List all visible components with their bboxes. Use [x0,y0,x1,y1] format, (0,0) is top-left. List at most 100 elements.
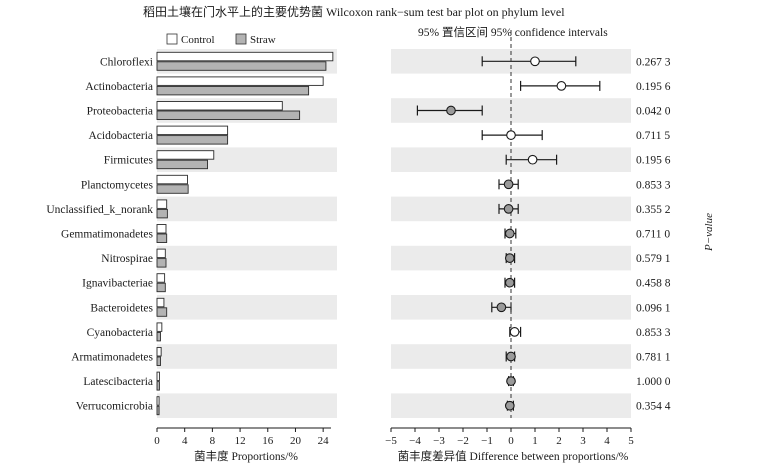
mean-difference-point [556,81,567,91]
mean-difference-point [503,179,514,190]
bar-control [156,273,166,283]
mean-difference-point [506,130,516,140]
legend: Control Straw [166,33,276,46]
p-value: 0.042 0 [636,106,671,118]
mean-difference-point [504,228,515,239]
bar-straw [156,135,229,145]
bar-straw [156,356,161,366]
category-label: Planctomycetes [81,179,154,191]
p-value: 0.853 3 [636,327,671,339]
proportions-axis-label: 菌丰度 Proportions/% [194,449,298,463]
p-value: 0.853 3 [636,179,671,191]
p-value-axis-label: P−value [703,213,715,252]
p-value: 0.354 4 [636,401,671,413]
p-value: 0.195 6 [636,81,671,93]
mean-difference-point [504,277,515,288]
difference-tick-label: −2 [457,435,469,447]
row-shade-left [157,196,337,222]
proportions-tick-label: 8 [210,435,216,447]
category-label: Proteobacteria [87,106,153,118]
p-value: 0.096 1 [636,302,671,314]
category-label: Actinobacteria [85,81,153,93]
bar-control [156,174,188,185]
proportions-tick-label: 24 [318,435,330,447]
bar-control [156,371,160,382]
bar-control [156,396,160,406]
proportions-tick-label: 12 [235,435,246,447]
bar-straw [156,159,208,170]
category-label: Armatimonadetes [71,352,153,364]
difference-tick-label: 2 [556,435,562,447]
p-value: 0.355 2 [636,204,671,216]
mean-difference-point [504,400,515,411]
category-label: Chloroflexi [100,56,153,68]
difference-axis: −5 −4 −3 −2 −1 0 1 2 3 4 5 [385,427,634,447]
difference-axis-label: 菌丰度差异值 Difference between proportions/% [398,449,629,463]
bar-straw [156,85,310,96]
p-value: 1.000 0 [636,376,671,388]
mean-difference-point [503,204,514,214]
bar-control [156,101,283,111]
bar-straw [156,381,160,391]
bar-straw [156,331,161,342]
bar-control [156,76,324,86]
p-value: 0.711 5 [636,130,670,142]
bar-control [156,199,168,209]
difference-tick-label: 3 [580,435,586,447]
difference-tick-label: 4 [604,435,610,447]
bar-control [156,51,334,62]
mean-difference-point [527,154,538,165]
bar-straw [156,307,168,317]
row-shade-left [157,245,337,271]
row-shade-left [157,295,337,320]
category-label: Latescibacteria [83,376,153,388]
row-shade-left [157,344,337,369]
row-backgrounds [157,49,631,418]
difference-tick-label: −5 [385,435,397,447]
p-value: 0.458 8 [636,278,671,290]
mean-difference-point [509,327,520,337]
proportions-tick-label: 20 [290,435,302,447]
bar-control [156,347,162,357]
legend-swatch-straw [235,33,247,45]
difference-tick-label: 5 [628,435,634,447]
proportions-tick-label: 0 [154,435,160,447]
chart-title: 稻田土壤在门水平上的主要优势菌 Wilcoxon rank−sum test b… [143,4,565,19]
bar-straw [156,405,160,416]
bar-straw [156,233,168,243]
ci-title: 95% 置信区间 95% confidence intervals [418,26,608,39]
proportions-axis: 0 4 8 12 16 20 24 [154,427,331,447]
bar-straw [156,258,167,268]
legend-label-straw: Straw [250,34,276,46]
proportions-tick-label: 4 [182,435,188,447]
mean-difference-point [506,351,516,362]
p-value: 0.781 1 [636,352,671,364]
difference-tick-label: −4 [409,435,421,447]
difference-plot [416,30,601,418]
category-label: Ignavibacteriae [82,278,153,290]
category-label: Acidobacteria [89,130,154,142]
bar-control [156,150,215,160]
category-label: Firmicutes [104,155,154,167]
p-value: 0.267 3 [636,56,671,68]
bar-control [156,322,163,332]
bar-straw [156,282,166,293]
mean-difference-point [530,56,540,67]
legend-label-control: Control [181,34,215,46]
category-label: Unclassified_k_norank [46,204,153,216]
legend-swatch-control [166,33,178,45]
category-label: Verrucomicrobia [76,401,153,413]
p-value: 0.711 0 [636,229,670,241]
category-label: Nitrospirae [101,253,153,265]
difference-tick-label: −1 [481,435,493,447]
bar-control [156,248,166,259]
proportions-tick-label: 16 [262,435,274,447]
bar-straw [156,61,327,71]
p-value: 0.579 1 [636,253,671,265]
category-label: Cyanobacteria [87,327,153,339]
bar-straw [156,208,168,219]
p-value: 0.195 6 [636,155,671,167]
mean-difference-point [506,376,516,386]
bar-straw [156,184,189,194]
